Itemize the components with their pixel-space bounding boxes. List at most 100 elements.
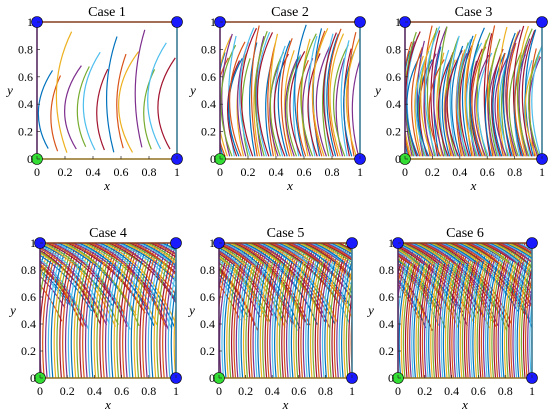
trajectory-curve — [508, 52, 522, 157]
trajectory-curve — [469, 27, 485, 157]
x-tick-label: 0.4 — [444, 384, 459, 398]
trajectory-curve — [306, 243, 352, 278]
x-axis-label: x — [461, 397, 468, 412]
trajectory-curve — [37, 70, 54, 149]
y-tick-label: 1 — [27, 15, 33, 29]
trajectory-curve — [231, 243, 306, 323]
trajectory-curve — [256, 32, 274, 157]
trajectory-curve — [421, 243, 440, 378]
panel-3: 0 0.2 0.4 0.6 0.8 1 0 0.2 0.4 0.6 0.8 1 Case 3 x y — [373, 5, 548, 193]
y-tick-label: 0.6 — [386, 70, 401, 84]
trajectory-curve — [291, 243, 352, 301]
trajectory-curve — [536, 240, 550, 378]
x-tick-label: 0.6 — [114, 165, 129, 179]
trajectory-curve — [474, 54, 490, 157]
trajectory-curve — [446, 50, 463, 157]
trajectory-curve — [117, 243, 176, 289]
trajectory-curve — [520, 258, 532, 378]
trajectory-group — [219, 243, 352, 378]
trajectory-curve — [150, 243, 176, 258]
trajectory-curve — [82, 51, 101, 151]
x-axis-label: x — [286, 178, 293, 193]
trajectory-curve — [523, 60, 533, 157]
trajectory-curve — [220, 36, 232, 157]
trajectory-curve — [286, 56, 301, 157]
trajectory-curve — [345, 277, 352, 378]
x-tick-label: 0.2 — [241, 165, 256, 179]
trajectory-curve — [296, 59, 309, 157]
x-tick-label: 0.4 — [269, 165, 284, 179]
trajectory-curve — [239, 27, 255, 157]
trajectory-curve — [170, 283, 176, 378]
trajectory-curve — [138, 243, 176, 268]
y-tick-label: 0.4 — [386, 97, 401, 111]
trajectory-curve — [491, 48, 504, 157]
trajectory-curve — [284, 59, 298, 157]
trajectory-curve — [341, 259, 352, 378]
trajectory-curve — [241, 58, 251, 157]
y-tick-label: 0.2 — [379, 344, 394, 358]
trajectory-curve — [351, 58, 360, 157]
trajectory-curve — [219, 262, 261, 318]
trajectory-curve — [454, 243, 530, 307]
trajectory-curve — [452, 243, 528, 309]
y-axis-label: y — [8, 303, 16, 318]
trajectory-curve — [514, 243, 532, 378]
trajectory-curve — [500, 243, 532, 263]
trajectory-curve — [70, 243, 89, 378]
corner-marker — [171, 16, 183, 28]
trajectory-curve — [330, 243, 352, 255]
trajectory-curve — [522, 266, 532, 378]
trajectory-curve — [116, 243, 135, 378]
trajectory-curve — [350, 310, 352, 377]
trajectory-curve — [338, 251, 352, 378]
corner-marker — [346, 237, 358, 249]
trajectory-curve — [114, 243, 176, 304]
trajectory-curve — [521, 29, 536, 157]
trajectory-curve — [122, 243, 141, 378]
trajectory-curve — [233, 243, 308, 326]
trajectory-curve — [343, 267, 352, 378]
trajectory-curve — [302, 243, 321, 378]
trajectory-curve — [443, 243, 519, 312]
panel-4: 0 0.2 0.4 0.6 0.8 1 0 0.2 0.4 0.6 0.8 1 Case 4 x y — [8, 226, 182, 412]
trajectory-curve — [118, 51, 140, 153]
y-axis-label: y — [188, 83, 196, 98]
y-axis-label: y — [187, 303, 195, 318]
corner-marker — [526, 237, 538, 249]
trajectory-curve — [424, 26, 441, 157]
trajectory-curve — [333, 243, 352, 254]
trajectory-curve — [398, 243, 404, 260]
trajectory-curve — [289, 51, 306, 157]
y-tick-label: 0.2 — [21, 344, 36, 358]
y-tick-label: 0.8 — [379, 263, 394, 277]
trajectory-curve — [441, 54, 453, 157]
trajectory-curve — [150, 243, 169, 378]
trajectory-curve — [93, 243, 170, 331]
x-tick-label: 0.6 — [291, 384, 306, 398]
trajectory-curve — [226, 243, 301, 329]
trajectory-curve — [226, 60, 241, 157]
x-tick-label: 0.2 — [60, 384, 75, 398]
trajectory-curve — [478, 243, 532, 291]
trajectory-curve — [268, 243, 343, 309]
trajectory-curve — [50, 243, 69, 378]
y-tick-label: 0.6 — [18, 70, 33, 84]
trajectory-curve — [329, 33, 345, 157]
trajectory-curve — [485, 243, 532, 281]
trajectory-curve — [238, 243, 256, 378]
trajectory-curve — [311, 243, 352, 272]
trajectory-curve — [428, 59, 445, 157]
x-tick-label: 0.4 — [86, 165, 101, 179]
y-tick-label: 1 — [388, 236, 394, 250]
trajectory-curve — [221, 243, 240, 378]
trajectory-curve — [62, 243, 81, 378]
trajectory-curve — [527, 285, 532, 378]
trajectory-curve — [531, 44, 542, 157]
y-tick-label: 1 — [395, 15, 401, 29]
trajectory-curve — [108, 243, 176, 304]
y-tick-label: 0.4 — [201, 97, 216, 111]
trajectory-curve — [496, 52, 506, 157]
trajectory-curve — [505, 243, 532, 259]
